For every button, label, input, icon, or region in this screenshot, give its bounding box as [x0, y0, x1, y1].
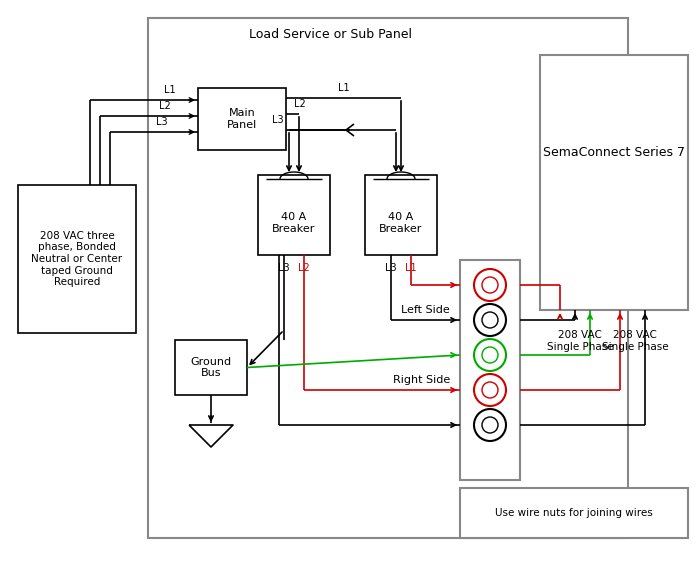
Text: SemaConnect Series 7: SemaConnect Series 7: [543, 146, 685, 159]
Text: 208 VAC
Single Phase: 208 VAC Single Phase: [602, 330, 668, 351]
Bar: [365, 175, 437, 255]
Text: 208 VAC three
phase, Bonded
Neutral or Center
taped Ground
Required: 208 VAC three phase, Bonded Neutral or C…: [32, 231, 122, 287]
Text: 40 A
Breaker: 40 A Breaker: [272, 212, 316, 234]
Text: L1: L1: [405, 263, 416, 273]
Bar: [198, 88, 286, 150]
Circle shape: [482, 312, 498, 328]
Text: Right Side: Right Side: [393, 375, 450, 385]
Text: L3: L3: [278, 263, 290, 273]
Circle shape: [474, 339, 506, 371]
Circle shape: [482, 277, 498, 293]
Bar: [18, 185, 136, 333]
Text: Use wire nuts for joining wires: Use wire nuts for joining wires: [495, 508, 653, 518]
Circle shape: [482, 417, 498, 433]
Circle shape: [474, 409, 506, 441]
Text: L2: L2: [159, 101, 170, 111]
Text: Load Service or Sub Panel: Load Service or Sub Panel: [249, 28, 412, 40]
Circle shape: [474, 269, 506, 301]
Text: Left Side: Left Side: [401, 305, 450, 315]
Circle shape: [474, 304, 506, 336]
Text: L3: L3: [155, 117, 167, 127]
Text: L1: L1: [164, 85, 175, 95]
Circle shape: [482, 382, 498, 398]
Text: 40 A
Breaker: 40 A Breaker: [379, 212, 423, 234]
Bar: [540, 55, 688, 310]
Text: L2: L2: [294, 99, 306, 109]
Bar: [175, 340, 247, 395]
Text: L1: L1: [337, 83, 349, 93]
Text: 208 VAC
Single Phase: 208 VAC Single Phase: [547, 330, 613, 351]
Bar: [460, 488, 688, 538]
Bar: [258, 175, 330, 255]
Text: L3: L3: [272, 115, 284, 125]
Text: Ground
Bus: Ground Bus: [190, 356, 232, 378]
Circle shape: [474, 374, 506, 406]
Bar: [148, 18, 628, 538]
Text: L2: L2: [298, 263, 310, 273]
Circle shape: [482, 347, 498, 363]
Bar: [460, 260, 520, 480]
Text: L3: L3: [385, 263, 397, 273]
Text: Main
Panel: Main Panel: [227, 108, 257, 130]
